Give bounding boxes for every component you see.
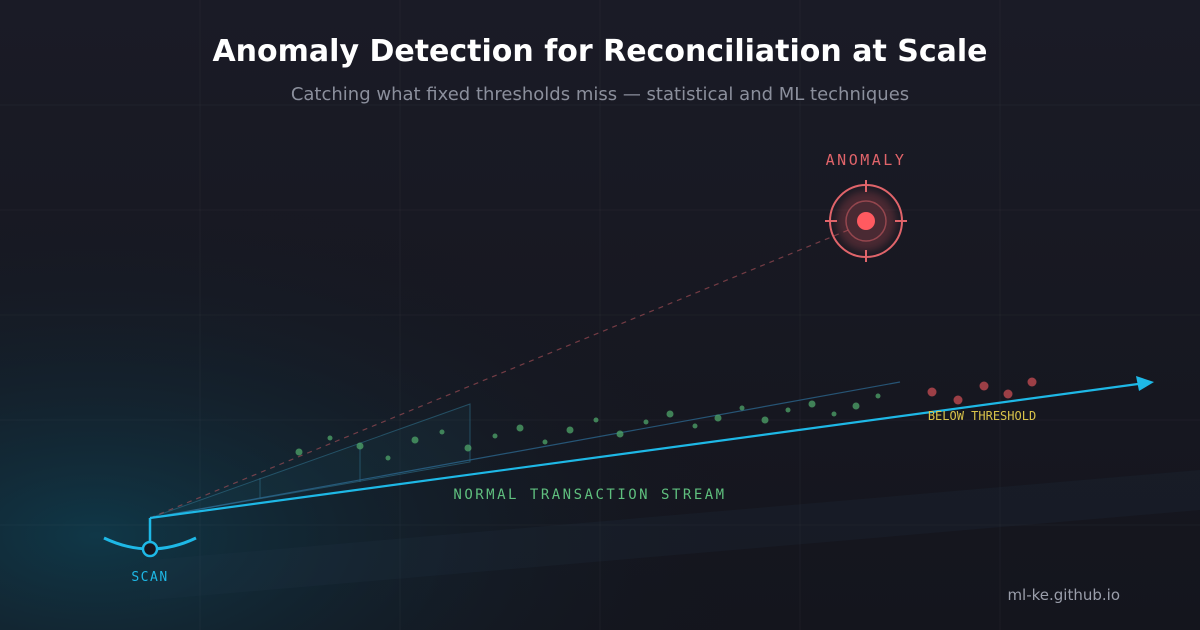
title: Anomaly Detection for Reconciliation at …	[212, 34, 987, 69]
scanner	[103, 518, 197, 558]
stream-label: NORMAL TRANSACTION STREAM	[453, 487, 726, 503]
stream-shadow	[150, 470, 1200, 600]
anomaly-ray	[149, 225, 859, 519]
stream-line	[149, 382, 1139, 520]
scan-label: SCAN	[131, 570, 168, 585]
anomaly-reticle	[825, 180, 907, 262]
upper-bound	[149, 381, 901, 519]
normal-points	[295, 393, 881, 461]
threshold-points	[927, 377, 1037, 405]
subtitle: Catching what fixed thresholds miss — st…	[291, 84, 909, 105]
threshold-label: BELOW THRESHOLD	[928, 409, 1036, 423]
site-label: ml-ke.github.io	[1007, 586, 1120, 604]
stream-arrow	[1136, 376, 1154, 391]
anomaly-label: ANOMALY	[826, 151, 907, 169]
